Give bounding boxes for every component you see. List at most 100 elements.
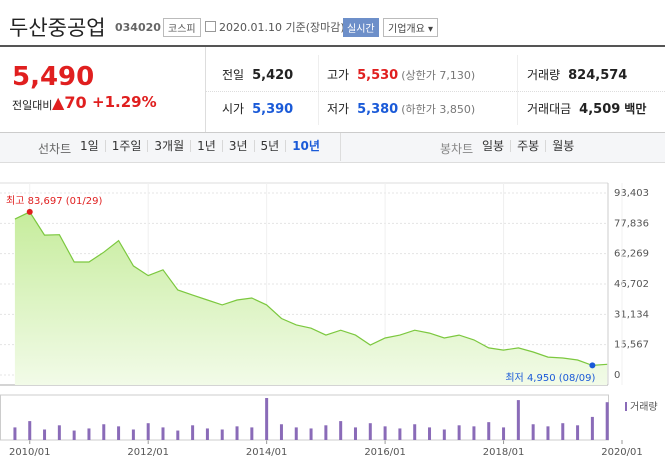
stat: 거래대금 4,509 백만 [527,100,646,117]
header-rule [0,45,665,47]
stock-code: 034020 [115,21,161,34]
volume-bar [191,425,195,440]
volume-bar [383,426,387,440]
volume-bar [220,429,224,440]
volume-bar [590,416,594,440]
stat: 저가 5,380 (하한가 3,850) [327,100,475,117]
volume-bar [428,427,432,440]
stat-label: 시가 [222,102,245,116]
low-label: 최저 4,950 (08/09) [505,372,595,384]
company-info-button[interactable]: 기업개요 ▾ [383,18,439,37]
company-title: 두산중공업 [9,16,106,40]
stat-sub: (상한가 7,130) [401,69,476,82]
stat-value: 4,509 [579,102,621,117]
volume-bar [546,426,550,440]
volume-bar [398,428,402,440]
volume-bar [324,425,328,440]
period-tabs: 1일 1주일 3개월 1년 3년 5년 10년 [74,140,326,152]
tab-bar [0,132,665,163]
divider [206,91,665,92]
volume-bar [472,426,476,440]
volume-bar [487,422,491,440]
current-price: 5,490 [12,62,95,92]
candle-chart-label: 봉차트 [440,142,474,156]
stat: 시가 5,390 [222,100,293,117]
volume-bar [279,424,283,440]
price-area [14,211,608,385]
y-tick-label: 31,134 [614,309,649,320]
period-tab[interactable]: 3개월 [147,140,190,152]
period-tab[interactable]: 1일 [80,139,99,153]
stat-value: 5,530 [357,68,399,83]
volume-bar [28,421,32,440]
x-tick-label: 2020/01 [601,447,643,458]
x-tick-label: 2018/01 [483,447,525,458]
calendar-icon [205,21,216,32]
volume-bar [368,423,372,440]
candle-tab[interactable]: 주봉 [510,140,545,152]
volume-bar [87,428,91,440]
change-rate: +1.29% [92,93,157,111]
stat-value: 5,380 [357,102,399,117]
stat-unit: 백만 [624,102,647,116]
divider [205,47,206,132]
period-tab[interactable]: 1년 [190,140,222,152]
period-tab[interactable]: 3년 [221,140,254,152]
volume-bar [146,423,150,440]
stat-label: 전일 [222,68,245,82]
volume-bar [131,429,135,440]
divider [517,55,518,125]
stat-label: 저가 [327,102,350,116]
volume-bar [43,429,47,440]
y-tick-label: 0 [614,370,620,381]
market-badge: 코스피 [163,18,201,37]
x-tick-label: 2014/01 [246,447,288,458]
volume-bar [205,428,209,440]
stat-value: 824,574 [568,68,628,83]
y-tick-label: 15,567 [614,340,649,351]
realtime-button[interactable]: 실시간 [343,18,379,37]
period-tab[interactable]: 5년 [253,140,286,152]
change-label: 전일대비 [12,99,53,112]
stat: 거래량 824,574 [527,66,627,83]
quote-date: 2020.01.10 기준(장마감) [219,21,345,34]
volume-bar [516,400,520,440]
volume-legend: 거래량 [630,401,658,413]
high-label: 최고 83,697 (01/29) [6,195,102,207]
volume-legend-icon [625,402,627,411]
volume-bar [605,402,609,440]
stat-value: 5,420 [252,68,294,83]
y-tick-label: 93,403 [614,188,649,199]
volume-bar [176,430,180,440]
stat-value: 5,390 [252,102,294,117]
volume-bar [57,425,61,440]
divider [340,133,341,161]
stat-label: 고가 [327,68,350,82]
volume-bar [72,430,76,440]
stat-sub: (하한가 3,850) [401,103,476,116]
volume-bar [502,427,506,440]
volume-bar [561,423,565,440]
volume-bar [457,425,461,440]
volume-bar [235,426,239,440]
change: ▲70 [52,93,87,112]
volume-bar [339,421,343,440]
period-tab[interactable]: 10년 [285,140,326,152]
y-tick-label: 62,269 [614,249,649,260]
volume-bar [413,424,417,440]
volume-bar [117,426,121,440]
period-tab[interactable]: 1주일 [104,140,148,152]
candle-tab[interactable]: 일봉 [482,139,505,153]
volume-bar [250,427,254,440]
company-info-label[interactable]: 기업개요 [388,24,425,35]
line-chart-label: 선차트 [38,142,72,156]
volume-bar [294,427,298,440]
candle-tab[interactable]: 월봉 [545,140,580,152]
candle-tabs: 일봉 주봉 월봉 [476,140,580,152]
y-tick-label: 46,702 [614,279,649,290]
stat: 고가 5,530 (상한가 7,130) [327,66,475,83]
volume-bar [576,425,580,440]
volume-bar [353,427,357,440]
